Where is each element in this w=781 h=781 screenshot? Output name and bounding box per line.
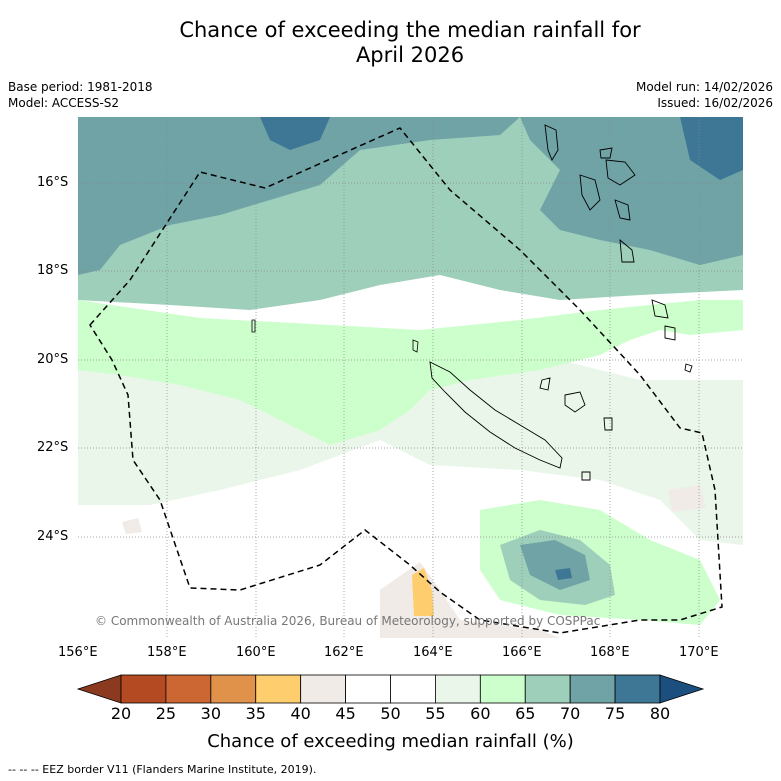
colorbar-segment [345,674,391,704]
model-name: Model: ACCESS-S2 [8,96,120,110]
colorbar-segment [210,674,257,704]
colorbar-tick-label: 65 [515,704,536,723]
colorbar-tick-label: 70 [559,704,581,723]
colorbar-tick-label: 55 [425,704,446,723]
chart-title: Chance of exceeding the median rainfall … [0,18,781,68]
contour-75-80 [260,117,330,150]
colorbar-segment [120,674,167,704]
small-islands [251,319,419,353]
lat-label-20s: 20°S [37,352,69,367]
colorbar-tick-label: 50 [380,704,401,723]
colorbar-tick-label: 75 [604,704,626,723]
lon-label-160e: 160°E [236,645,276,660]
issued-date: Issued: 16/02/2026 [657,96,773,110]
contour-40-45-c [668,485,706,512]
colorbar-segment [435,674,481,704]
eez-footnote: -- -- -- EEZ border V11 (Flanders Marine… [8,763,317,776]
lon-label-162e: 162°E [324,645,364,660]
lon-label-166e: 166°E [502,645,542,660]
colorbar-segment [165,674,212,704]
colorbar-segment [479,674,526,704]
copyright-notice: © Commonwealth of Australia 2026, Bureau… [95,614,601,628]
colorbar-segment [524,674,571,704]
colorbar-segment [569,674,616,704]
model-run: Model run: 14/02/2026 [635,80,773,94]
colorbar-tick-label: 25 [155,704,177,723]
lon-label-158e: 158°E [147,645,187,660]
colorbar-segment [300,674,346,704]
contour-70-75-c [520,540,590,590]
colorbar-tick-label: 60 [470,704,491,723]
lat-label-16s: 16°S [37,175,69,190]
loyalty-islands [539,377,613,481]
map-canvas [78,117,743,638]
colorbar-segment [614,674,661,704]
colorbar-cap-low [76,674,122,704]
colorbar-tick-label: 40 [290,704,311,723]
colorbar-cap-high [659,674,705,704]
lat-label-24s: 24°S [37,529,69,544]
contour-40-45-b [122,518,142,534]
lon-label-168e: 168°E [590,645,630,660]
colorbar-tick-label: 45 [335,704,356,723]
colorbar-tick-label: 35 [245,704,266,723]
contour-75-80-c [555,568,572,580]
meta-right: Model run: 14/02/2026 Issued: 16/02/2026 [636,79,773,111]
contour-60-65 [78,300,743,445]
colorbar-tick-label: 80 [649,704,671,723]
lon-label-156e: 156°E [58,645,98,660]
colorbar-label: Chance of exceeding median rainfall (%) [207,731,574,752]
colorbar [76,674,705,704]
eez-border [89,127,723,634]
new-caledonia-coast [429,361,563,469]
contour-35-40 [412,568,434,616]
lat-label-18s: 18°S [37,263,69,278]
colorbar-tick-label: 30 [200,704,222,723]
base-period: Base period: 1981-2018 [8,80,153,94]
colorbar-tick-label: 20 [110,704,132,723]
title-line-1: Chance of exceeding the median rainfall … [179,18,641,42]
title-line-2: April 2026 [355,43,465,67]
colorbar-segments [120,674,661,704]
contour-70-75 [78,117,520,275]
lat-label-22s: 22°S [37,440,69,455]
lon-label-164e: 164°E [413,645,453,660]
contour-70-75-b [520,117,743,265]
colorbar-segment [255,674,302,704]
meta-left: Base period: 1981-2018 Model: ACCESS-S2 [8,79,153,111]
colorbar-segment [390,674,436,704]
vanuatu-coast [544,124,693,373]
lon-label-170e: 170°E [679,645,719,660]
contour-75-80-b [680,117,743,180]
